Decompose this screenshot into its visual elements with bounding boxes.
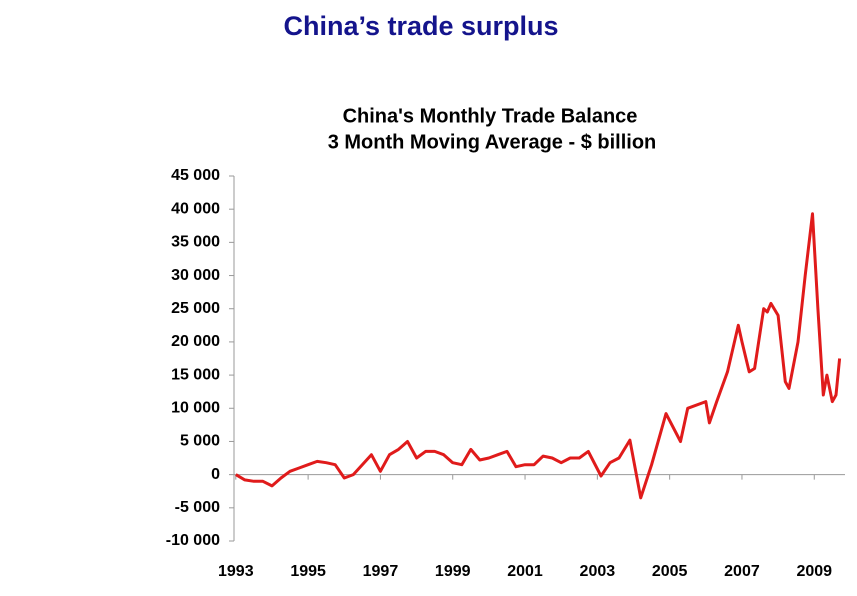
y-tick-label: 0 — [211, 466, 220, 483]
chart-subtitle: 3 Month Moving Average - $ billion — [328, 131, 657, 153]
y-tick-label: 10 000 — [171, 399, 220, 416]
chart-title: China's Monthly Trade Balance — [343, 105, 638, 127]
x-tick-label: 2007 — [724, 563, 760, 580]
x-tick-label: 1999 — [435, 563, 471, 580]
x-tick-label: 1993 — [218, 563, 254, 580]
y-tick-label: 40 000 — [171, 200, 220, 217]
page-title: China’s trade surplus — [283, 11, 558, 41]
x-tick-label: 2003 — [580, 563, 616, 580]
x-tick-label: 2009 — [796, 563, 832, 580]
x-tick-label: 2001 — [507, 563, 543, 580]
y-tick-label: 30 000 — [171, 267, 220, 284]
y-tick-label: 45 000 — [171, 167, 220, 184]
data-line — [235, 212, 842, 500]
y-tick-label: 25 000 — [171, 300, 220, 317]
x-tick-label: 1995 — [290, 563, 326, 580]
y-tick-label: 20 000 — [171, 333, 220, 350]
y-tick-label: 15 000 — [171, 366, 220, 383]
y-tick-label: 35 000 — [171, 234, 220, 251]
x-tick-label: 1997 — [363, 563, 399, 580]
y-tick-label: -10 000 — [166, 532, 220, 549]
y-tick-label: -5 000 — [175, 499, 220, 516]
x-tick-label: 2005 — [652, 563, 688, 580]
y-tick-label: 5 000 — [180, 433, 220, 450]
